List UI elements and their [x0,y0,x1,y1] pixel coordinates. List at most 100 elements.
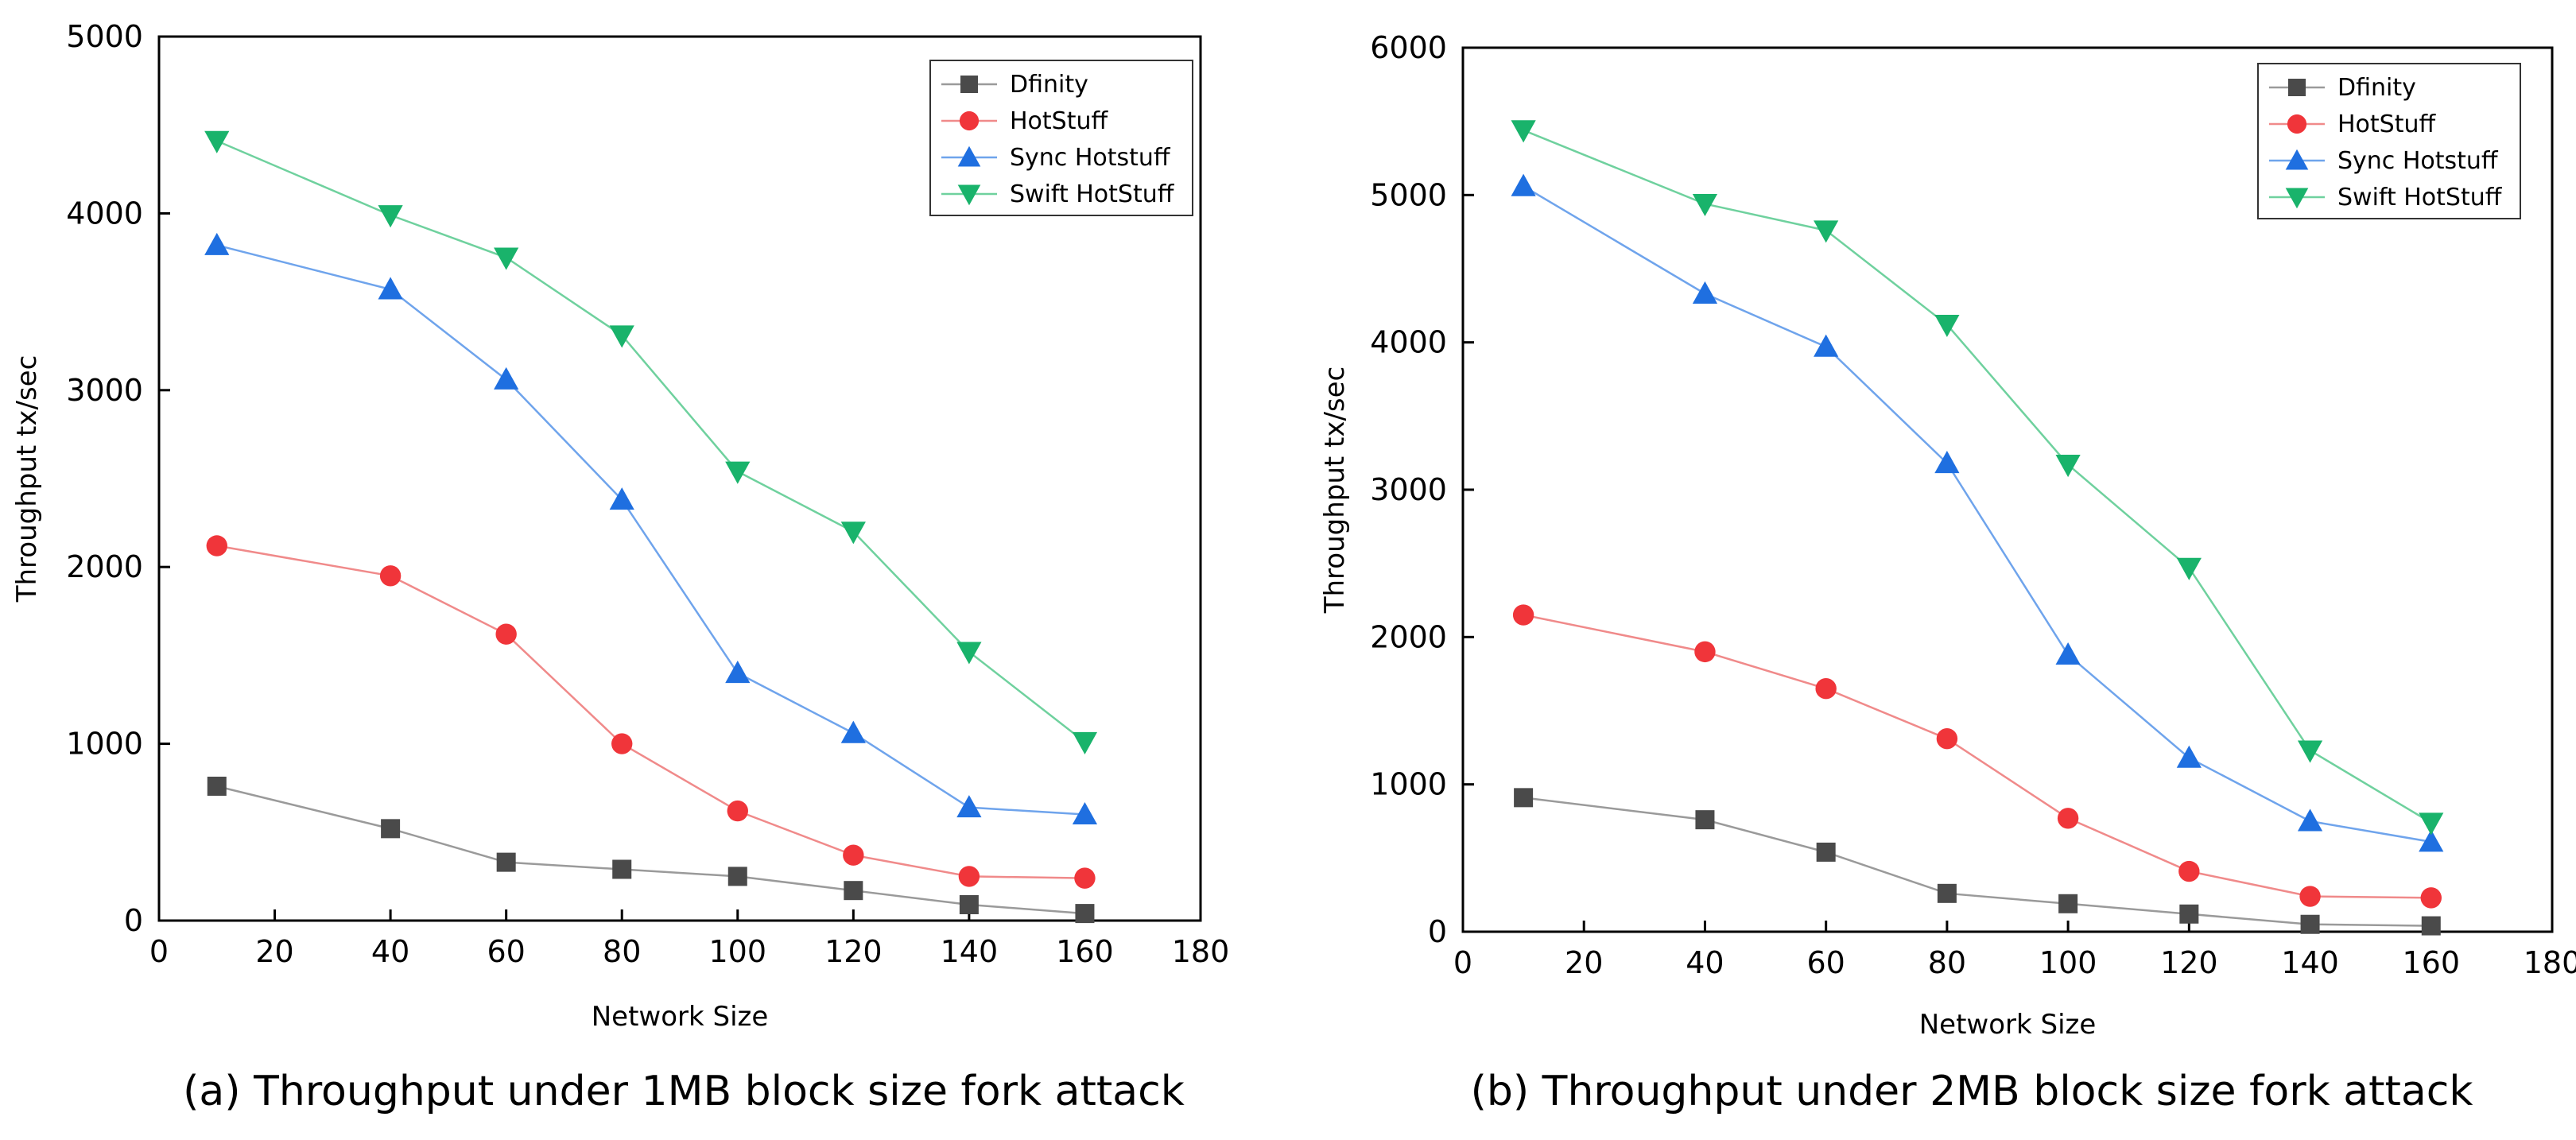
data-point-dfinity [207,776,227,796]
data-point-dfinity [2421,916,2441,936]
data-point-hotstuff [727,800,748,822]
data-point-swift-hotstuff [1692,193,1718,217]
data-point-swift-hotstuff [1072,731,1098,754]
data-point-dfinity [2300,914,2320,934]
y-tick-label: 2000 [66,549,143,584]
x-tick-label: 100 [709,934,767,969]
series-line-dfinity [1523,797,2431,927]
data-point-hotstuff [2420,887,2442,909]
y-axis-title: Throughput tx/sec [11,355,43,603]
legend-marker-hotstuff [959,111,980,131]
x-tick-label: 20 [1565,945,1603,980]
data-point-swift-hotstuff [204,130,230,153]
data-point-hotstuff [2178,860,2200,882]
legend-label-swift-hotstuff: Swift HotStuff [1010,180,1175,208]
data-point-sync-hotstuff [2055,642,2081,665]
series-line-sync-hotstuff [1523,185,2431,843]
x-tick-label: 140 [941,934,999,969]
data-point-hotstuff [379,565,402,587]
data-point-sync-hotstuff [378,277,403,300]
data-point-swift-hotstuff [378,205,403,228]
y-tick-label: 1000 [66,727,143,762]
y-tick-label: 4000 [66,196,143,231]
legend-label-sync-hotstuff: Sync Hotstuff [2337,147,2499,175]
legend-label-sync-hotstuff: Sync Hotstuff [1010,144,1171,172]
x-axis-title: Network Size [592,1001,769,1033]
data-point-hotstuff [206,535,227,556]
data-point-dfinity [1514,788,1534,808]
legend: Dfinity HotStuff Sync Hotstuff Swift HotStu… [2257,63,2521,219]
data-point-sync-hotstuff [1814,334,1839,357]
data-point-sync-hotstuff [1072,801,1098,825]
legend-label-dfinity: Dfinity [2337,74,2416,102]
data-point-hotstuff [1512,604,1534,626]
legend-marker-sync-hotstuff [2285,149,2309,170]
data-point-dfinity [1816,842,1836,862]
data-point-hotstuff [1074,867,1096,889]
x-tick-label: 0 [149,934,169,969]
legend-marker-hotstuff [2287,114,2307,134]
chart-panel-a: 0 20 40 60 80 100 120 140 160 180 0 1000 2000 3000 400… [11,19,1229,1115]
data-point-sync-hotstuff [956,795,982,818]
data-point-swift-hotstuff [1511,120,1536,143]
x-tick-label: 80 [603,934,641,969]
x-tick-label: 40 [371,934,409,969]
data-point-sync-hotstuff [2297,808,2323,832]
data-point-hotstuff [1936,728,1958,750]
series-line-hotstuff [216,545,1085,879]
legend: Dfinity HotStuff Sync Hotstuff Swift HotStu… [929,60,1193,216]
legend-marker-swift-hotstuff [2285,188,2309,209]
x-tick-label: 120 [2160,945,2218,980]
legend-marker-dfinity [2288,79,2306,96]
data-point-swift-hotstuff [956,642,982,665]
data-point-sync-hotstuff [840,720,866,743]
x-tick-label: 100 [2039,945,2097,980]
legend-marker-dfinity [960,76,978,93]
y-tick-label: 0 [124,903,143,938]
data-point-swift-hotstuff [2297,740,2323,763]
data-point-swift-hotstuff [840,522,866,545]
x-tick-label: 160 [2403,945,2461,980]
y-tick-label: 3000 [1370,472,1447,507]
data-point-hotstuff [1694,641,1716,663]
data-point-hotstuff [2299,886,2321,907]
data-point-dfinity [2179,904,2199,924]
data-point-hotstuff [1815,678,1837,700]
data-point-dfinity [1075,904,1095,924]
x-tick-label: 40 [1686,945,1724,980]
data-point-dfinity [959,894,979,914]
data-point-dfinity [844,881,863,901]
data-point-hotstuff [958,866,980,887]
y-tick-label: 1000 [1370,767,1447,802]
data-point-hotstuff [611,733,633,754]
x-tick-label: 80 [1928,945,1966,980]
data-point-dfinity [496,852,516,872]
y-tick-label: 5000 [66,19,143,54]
y-tick-label: 4000 [1370,325,1447,360]
y-tick-label: 0 [1428,914,1447,949]
data-point-hotstuff [843,844,864,866]
chart-panel-b: 0 20 40 60 80 100 120 140 160 180 0 1000 2000 3000 400… [1319,30,2576,1115]
series-line-swift-hotstuff [1523,129,2432,824]
x-axis-title: Network Size [1919,1009,2097,1041]
legend-label-dfinity: Dfinity [1010,71,1088,99]
data-point-sync-hotstuff [204,232,230,255]
x-tick-label: 160 [1056,934,1114,969]
data-point-hotstuff [495,623,517,645]
x-tick-label: 60 [487,934,525,969]
data-point-sync-hotstuff [1692,281,1718,304]
legend-label-hotstuff: HotStuff [2337,111,2436,138]
x-tick-label: 140 [2281,945,2339,980]
data-point-dfinity [381,819,401,839]
y-tick-label: 2000 [1370,619,1447,654]
data-point-sync-hotstuff [2419,829,2444,852]
data-point-hotstuff [2057,808,2079,829]
data-point-dfinity [1695,810,1715,830]
data-point-dfinity [727,867,747,886]
series-line-sync-hotstuff [216,244,1085,816]
data-point-sync-hotstuff [2176,745,2202,768]
x-tick-label: 120 [824,934,883,969]
data-point-swift-hotstuff [2419,812,2444,836]
caption-a: (a) Throughput under 1MB block size fork… [183,1068,1185,1115]
